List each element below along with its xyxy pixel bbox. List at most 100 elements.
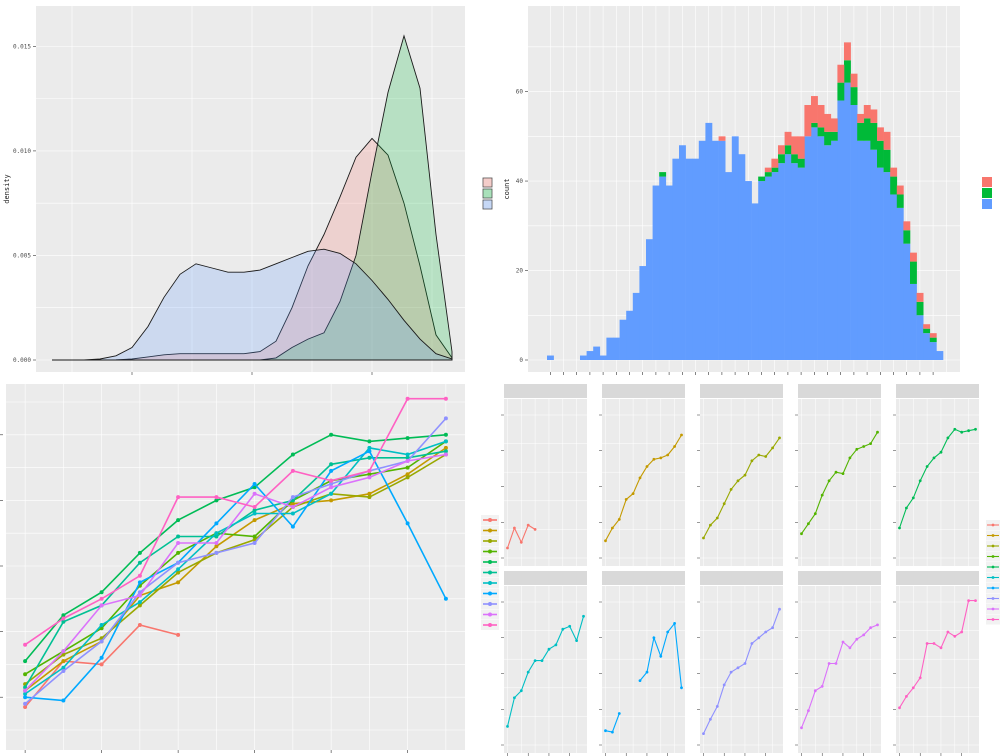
facet-background <box>798 399 881 566</box>
facet-strip <box>602 384 685 398</box>
series-point-10 <box>176 495 181 500</box>
y-tick-label: 0.000 <box>13 357 31 364</box>
legend-key <box>982 199 992 209</box>
facet-point-6 <box>611 730 614 734</box>
facet-panel-4 <box>893 384 979 566</box>
series-point-1 <box>443 445 448 450</box>
histogram-bar <box>929 333 937 338</box>
legend-key-point <box>488 623 492 627</box>
facet-point-7 <box>771 626 774 630</box>
histogram-bar <box>929 342 937 360</box>
histogram-bar <box>883 172 891 360</box>
series-point-6 <box>137 600 142 605</box>
facet-strip <box>798 384 881 398</box>
histogram-bar <box>639 266 647 360</box>
series-point-8 <box>214 550 219 555</box>
series-point-6 <box>290 511 295 516</box>
facet-point-5 <box>533 659 537 662</box>
facet-point-6 <box>604 729 607 733</box>
series-point-4 <box>405 436 410 441</box>
histogram-bar <box>679 145 686 360</box>
histogram-bar <box>837 64 845 83</box>
series-line-8 <box>24 417 447 705</box>
legend-key-point <box>488 549 492 554</box>
series-point-5 <box>23 685 28 690</box>
series-point-2 <box>405 475 410 480</box>
histogram-bar <box>830 131 838 141</box>
series-point-10 <box>252 505 257 509</box>
histogram-bar <box>910 283 917 360</box>
legend-key-bg <box>482 177 493 188</box>
histogram-bar <box>778 154 785 164</box>
facet-panel-8 <box>795 571 881 756</box>
facet-point-4 <box>967 429 970 433</box>
facet-background <box>896 399 979 566</box>
series-point-8 <box>176 560 181 565</box>
facet-point-2 <box>715 516 719 520</box>
histogram-bar <box>751 203 759 360</box>
facet-point-3 <box>813 512 817 516</box>
series-point-5 <box>443 449 448 454</box>
facet-point-8 <box>876 623 879 627</box>
facet-point-4 <box>918 479 922 483</box>
facet-point-8 <box>855 637 859 641</box>
histogram-bar <box>685 158 693 360</box>
histogram-bar <box>580 355 587 360</box>
facet-point-2 <box>771 446 774 450</box>
histogram-bar <box>606 337 614 360</box>
facet-point-5 <box>540 659 544 662</box>
histogram-bar <box>784 145 792 155</box>
histogram-bar <box>593 346 601 360</box>
series-point-6 <box>443 439 448 444</box>
facet-point-5 <box>506 725 509 728</box>
facet-point-9 <box>953 634 957 638</box>
facet-point-2 <box>750 459 754 463</box>
density-curve-2 <box>52 248 453 361</box>
facet-point-0 <box>506 546 509 550</box>
facet-point-5 <box>513 696 516 700</box>
series-point-0 <box>23 705 28 709</box>
legend-key <box>982 177 992 187</box>
series-point-0 <box>176 632 181 637</box>
facet-point-8 <box>869 626 872 630</box>
facet-point-1 <box>624 498 628 501</box>
series-point-2 <box>61 652 66 657</box>
facet-point-1 <box>604 539 607 543</box>
panel-background <box>36 6 465 372</box>
series-point-8 <box>99 639 104 644</box>
facet-point-9 <box>946 630 950 634</box>
facet-point-2 <box>709 523 712 527</box>
facet-point-7 <box>729 670 733 674</box>
facet-point-9 <box>905 695 908 698</box>
histogram-bar <box>665 185 673 360</box>
panel-background <box>6 384 465 750</box>
series-point-6 <box>214 531 219 536</box>
facet-strip <box>602 571 685 585</box>
facet-point-2 <box>743 473 747 477</box>
y-tick-label: 40 <box>516 178 524 185</box>
facet-point-2 <box>736 479 740 483</box>
series-point-1 <box>176 580 181 585</box>
histogram-bar <box>784 131 792 146</box>
series-line-9 <box>24 453 447 692</box>
histogram-bar <box>698 140 706 360</box>
facet-strip <box>700 384 783 398</box>
series-point-3 <box>367 472 372 477</box>
facet-point-3 <box>855 447 859 451</box>
series-point-4 <box>443 432 448 437</box>
facet-strip <box>798 571 881 585</box>
histogram-bar <box>797 158 805 168</box>
histogram-bar <box>586 351 594 360</box>
facet-point-7 <box>778 607 781 611</box>
series-point-9 <box>405 459 410 463</box>
histogram-bar <box>646 239 653 360</box>
facet-line-8 <box>800 624 878 729</box>
density-curve-0 <box>52 137 453 361</box>
series-point-5 <box>61 619 66 624</box>
series-point-10 <box>99 596 104 601</box>
legend-key <box>482 199 493 210</box>
series-point-1 <box>214 544 219 549</box>
series-line-6 <box>24 440 447 695</box>
facet-point-3 <box>841 472 845 475</box>
series-point-6 <box>61 665 66 670</box>
